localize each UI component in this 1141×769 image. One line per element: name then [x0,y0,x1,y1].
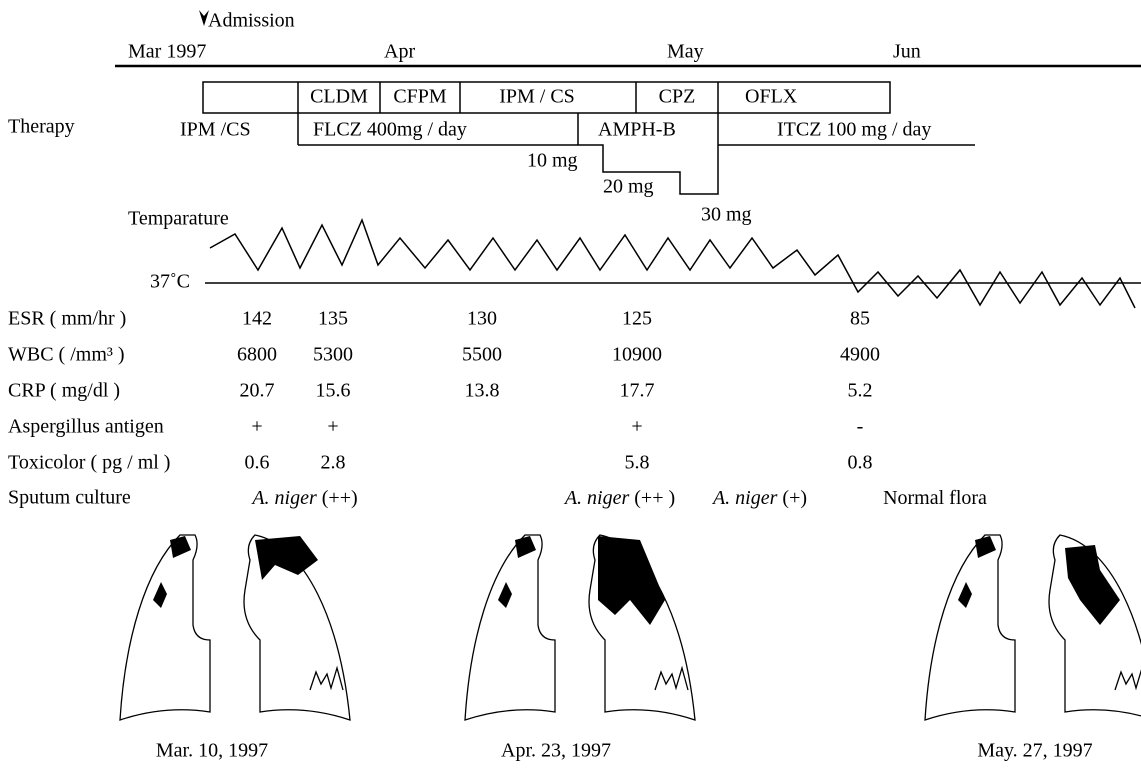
lab-label: Aspergillus antigen [8,416,164,438]
admission-arrow [199,10,209,26]
lesion [1114,669,1141,691]
lab-value: 15.6 [316,380,351,402]
therapy-label: Therapy [8,116,75,138]
dose-label: 10 mg [527,150,578,172]
lesion [498,536,536,608]
lab-value: 5.8 [625,452,650,474]
xray-date: Apr. 23, 1997 [501,740,611,762]
month-label: Mar 1997 [128,41,206,63]
lab-value: + [327,416,338,438]
lesion [309,665,344,691]
lab-value: 20.7 [240,380,275,402]
lab-value: 17.7 [620,380,655,402]
lab-value: 5300 [313,344,353,366]
lab-value: 135 [318,308,348,330]
drug-label: OFLX [745,86,798,108]
grade: (+) [782,487,807,509]
sputum-result: Normal flora [883,487,987,509]
lab-value: 5500 [462,344,502,366]
dose-label: 20 mg [603,176,654,198]
lab-value: 125 [622,308,652,330]
drug-label: FLCZ 400mg / day [313,119,467,141]
month-label: Apr [384,41,415,63]
grade: (++ ) [634,487,675,509]
lab-value: 142 [242,308,272,330]
drug-label: IPM / CS [499,86,575,108]
lab-value: 0.6 [245,452,270,474]
lab-label: Toxicolor ( pg / ml ) [8,452,170,474]
lab-value: 130 [467,308,497,330]
lung-outline [924,534,1016,721]
lab-value: 5.2 [848,380,873,402]
lesion [153,536,191,608]
lab-value: 13.8 [465,380,500,402]
drug-label: CLDM [310,86,368,108]
organism: A. niger [711,487,778,509]
lab-value: + [251,416,262,438]
lung-outline [119,534,211,721]
temperature-label: Temparature [128,208,229,230]
lab-label: WBC ( /mm³ ) [8,344,125,366]
dose-label: 30 mg [701,204,752,226]
lab-label: CRP ( mg/dl ) [8,380,120,402]
admission-label: Admission [208,10,295,32]
sputum-result: A. niger (+) [711,487,807,509]
lung-outline [1048,534,1141,717]
month-label: Jun [893,41,921,63]
lab-value: + [631,416,642,438]
sputum-result: A. niger (++) [250,487,357,509]
drug-label: CFPM [393,86,447,108]
lung-sketches [119,534,1141,721]
sputum-label: Sputum culture [8,487,131,509]
baseline-label: 37˚C [150,271,190,293]
lab-value: 6800 [237,344,277,366]
drug-label: CPZ [659,86,696,108]
temperature-curve [209,217,1136,309]
lab-value: 0.8 [848,452,873,474]
drug-label: AMPH-B [598,119,676,141]
lesion [654,665,689,691]
grade: Normal flora [883,487,987,509]
lung-outline [243,534,351,721]
lab-value: 85 [850,308,870,330]
lab-value: 10900 [612,344,662,366]
xray-date: May. 27, 1997 [977,740,1092,762]
organism: A. niger [563,487,630,509]
lesion [598,536,665,625]
lesion [958,536,996,608]
drug-label: IPM /CS [180,119,251,141]
lab-value: 4900 [840,344,880,366]
therapy-boxes [202,81,975,195]
month-label: May [667,41,704,63]
grade: (++) [322,487,358,509]
lesion [1065,545,1120,625]
xray-date: Mar. 10, 1997 [156,740,268,762]
lab-value: 2.8 [321,452,346,474]
organism: A. niger [250,487,317,509]
lung-outline [464,534,556,721]
lab-value: - [857,416,864,438]
lab-label: ESR ( mm/hr ) [8,308,126,330]
sputum-result: A. niger (++ ) [563,487,675,509]
lesion [255,536,318,580]
drug-label: ITCZ 100 mg / day [777,119,931,141]
